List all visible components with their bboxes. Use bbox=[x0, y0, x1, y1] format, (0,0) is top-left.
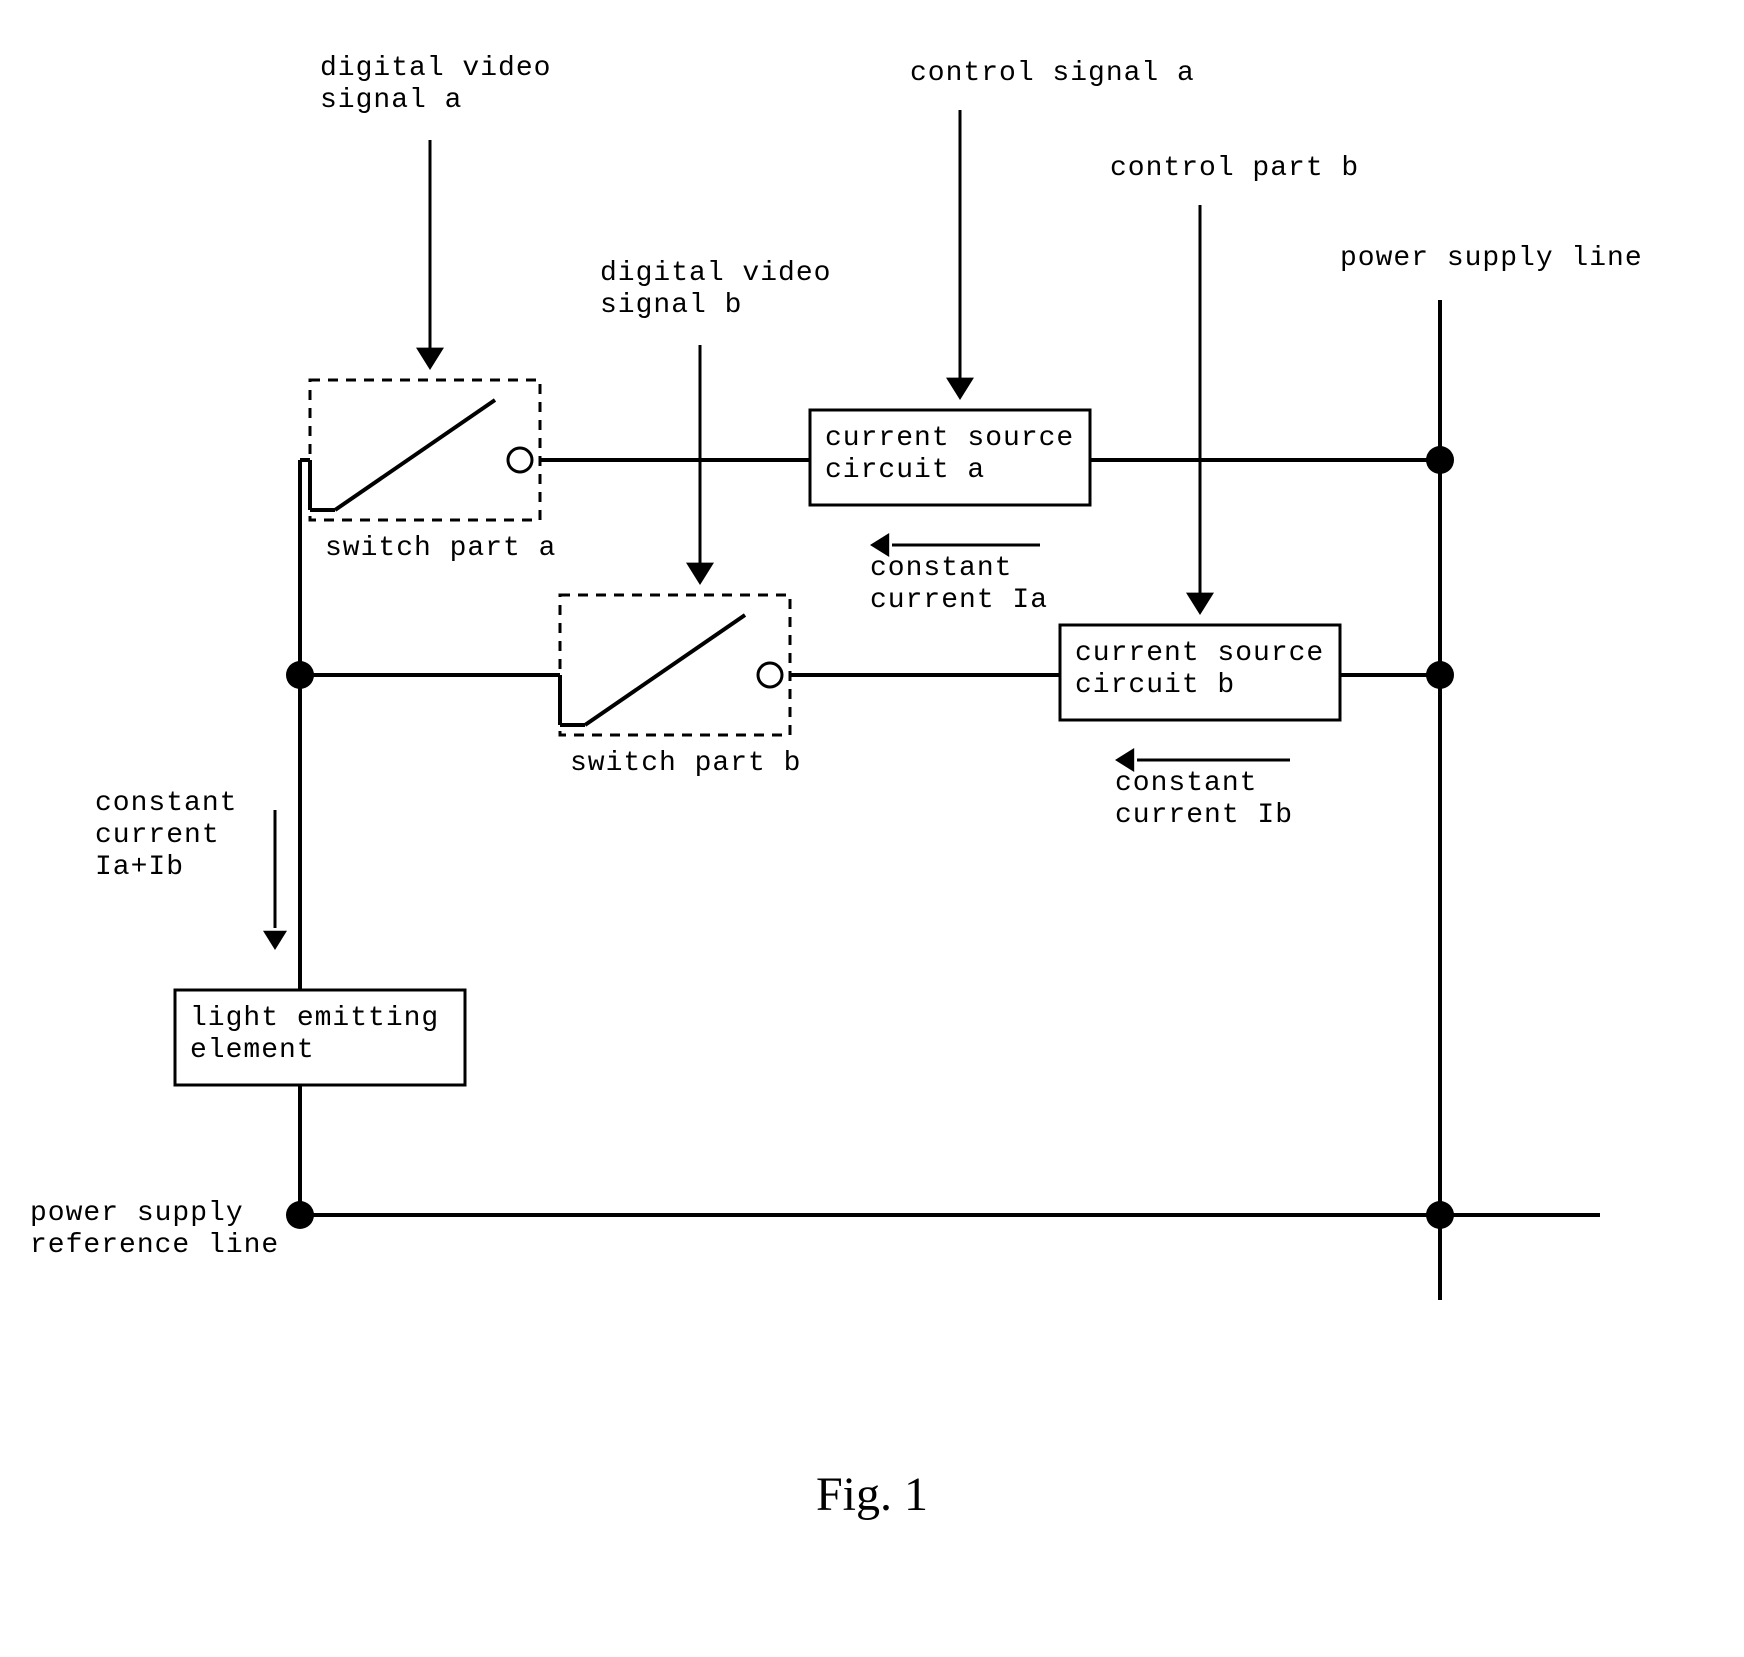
svg-text:constant: constant bbox=[870, 553, 1012, 584]
label-power-supply-line: power supply line bbox=[1340, 243, 1643, 274]
svg-text:signal a: signal a bbox=[320, 85, 462, 116]
junction-dot bbox=[286, 1201, 314, 1229]
label-control-signal-a: control signal a bbox=[910, 58, 1195, 89]
arrow-head bbox=[263, 931, 287, 950]
label-csc-b: current sourcecircuit b bbox=[1075, 638, 1324, 701]
svg-text:current source: current source bbox=[825, 423, 1074, 454]
arrow-head bbox=[416, 348, 444, 370]
label-constant-ib: constantcurrent Ib bbox=[1115, 768, 1293, 831]
label-constant-ia: constantcurrent Ia bbox=[870, 553, 1048, 616]
label-control-part-b: control part b bbox=[1110, 153, 1359, 184]
svg-text:light emitting: light emitting bbox=[190, 1003, 439, 1034]
svg-text:Ia+Ib: Ia+Ib bbox=[95, 852, 184, 883]
arrow-head bbox=[686, 563, 714, 585]
svg-text:current Ia: current Ia bbox=[870, 585, 1048, 616]
switch-a-contact bbox=[508, 448, 532, 472]
figure-caption: Fig. 1 bbox=[816, 1468, 928, 1521]
svg-text:switch part a: switch part a bbox=[325, 533, 556, 564]
label-switch-part-a: switch part a bbox=[325, 533, 556, 564]
label-constant-iaib: constantcurrentIa+Ib bbox=[95, 788, 237, 883]
svg-text:power supply line: power supply line bbox=[1340, 243, 1643, 274]
svg-text:circuit a: circuit a bbox=[825, 455, 985, 486]
switch-b-contact bbox=[758, 663, 782, 687]
arrow-head bbox=[1186, 593, 1214, 615]
label-digital-video-a: digital videosignal a bbox=[320, 53, 551, 116]
svg-text:power supply: power supply bbox=[30, 1198, 244, 1229]
junction-dot bbox=[1426, 446, 1454, 474]
label-digital-video-b: digital videosignal b bbox=[600, 258, 831, 321]
svg-text:digital video: digital video bbox=[600, 258, 831, 289]
svg-text:digital video: digital video bbox=[320, 53, 551, 84]
svg-text:constant: constant bbox=[1115, 768, 1257, 799]
svg-text:element: element bbox=[190, 1035, 315, 1066]
junction-dot bbox=[1426, 1201, 1454, 1229]
svg-text:control signal a: control signal a bbox=[910, 58, 1195, 89]
svg-text:circuit b: circuit b bbox=[1075, 670, 1235, 701]
svg-text:control part b: control part b bbox=[1110, 153, 1359, 184]
svg-text:switch part b: switch part b bbox=[570, 748, 801, 779]
label-power-ref: power supplyreference line bbox=[30, 1198, 279, 1261]
svg-text:current: current bbox=[95, 820, 220, 851]
label-switch-part-b: switch part b bbox=[570, 748, 801, 779]
switch-a-lever bbox=[335, 400, 495, 510]
junction-dot bbox=[1426, 661, 1454, 689]
svg-text:reference line: reference line bbox=[30, 1230, 279, 1261]
label-csc-a: current sourcecircuit a bbox=[825, 423, 1074, 486]
svg-text:current source: current source bbox=[1075, 638, 1324, 669]
label-lee: light emittingelement bbox=[190, 1003, 439, 1066]
svg-text:current Ib: current Ib bbox=[1115, 800, 1293, 831]
svg-text:constant: constant bbox=[95, 788, 237, 819]
switch-b-lever bbox=[585, 615, 745, 725]
arrow-head bbox=[946, 378, 974, 400]
junction-dot bbox=[286, 661, 314, 689]
svg-text:signal b: signal b bbox=[600, 290, 742, 321]
